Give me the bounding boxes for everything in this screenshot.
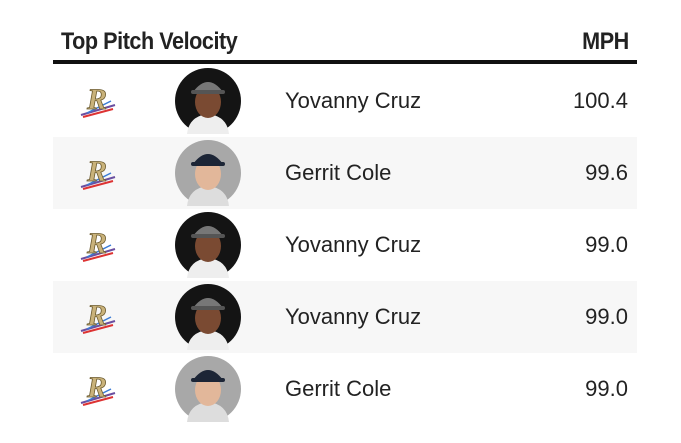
- team-logo: R: [80, 83, 116, 118]
- svg-text:R: R: [86, 227, 107, 260]
- column-header: MPH: [582, 28, 629, 55]
- player-photo: [175, 284, 241, 350]
- player-name: Yovanny Cruz: [285, 304, 422, 329]
- player-name: Gerrit Cole: [285, 376, 392, 401]
- team-logo: R: [80, 371, 116, 406]
- velocity: 99.0: [585, 376, 628, 401]
- velocity: 99.6: [585, 160, 628, 185]
- table-row: R Gerrit Cole 99.0: [53, 353, 637, 425]
- svg-text:R: R: [86, 83, 107, 116]
- player-name: Gerrit Cole: [285, 160, 392, 185]
- player-photo: [175, 212, 241, 278]
- team-logo: R: [80, 227, 116, 262]
- velocity: 99.0: [585, 232, 628, 257]
- table-title: Top Pitch Velocity: [61, 28, 238, 55]
- header-rule: [53, 60, 637, 64]
- player-name: Yovanny Cruz: [285, 88, 422, 113]
- table-row: R Yovanny Cruz 100.4: [53, 65, 637, 137]
- player-name: Yovanny Cruz: [285, 232, 422, 257]
- table-row: R Yovanny Cruz 99.0: [53, 281, 637, 353]
- player-photo: [175, 356, 241, 422]
- team-logo: R: [80, 299, 116, 334]
- svg-text:R: R: [86, 371, 107, 404]
- player-photo: [175, 68, 241, 134]
- table-row: R Yovanny Cruz 99.0: [53, 209, 637, 281]
- svg-text:R: R: [86, 299, 107, 332]
- velocity: 100.4: [572, 88, 628, 113]
- svg-text:R: R: [86, 155, 107, 188]
- velocity: 99.0: [585, 304, 628, 329]
- team-logo: R: [80, 155, 116, 190]
- table-row: R Gerrit Cole 99.6: [53, 137, 637, 209]
- player-photo: [175, 140, 241, 206]
